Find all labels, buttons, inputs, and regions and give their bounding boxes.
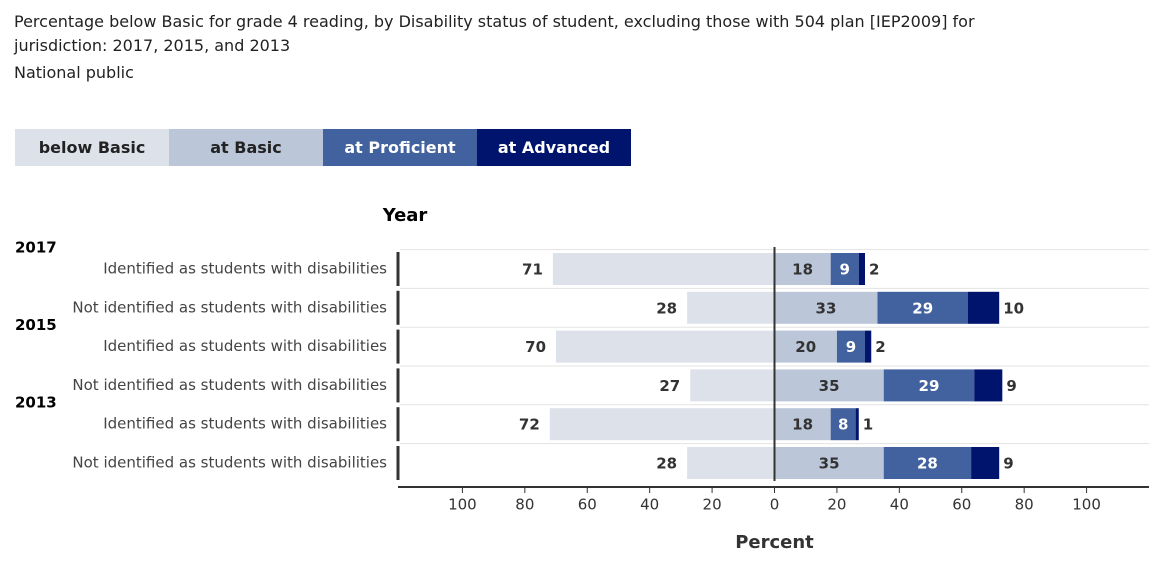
data-label: 18 bbox=[792, 416, 813, 434]
bar bbox=[556, 330, 775, 363]
data-label: 33 bbox=[816, 299, 837, 317]
bar bbox=[877, 291, 968, 324]
bar bbox=[774, 447, 884, 479]
bar bbox=[830, 408, 856, 441]
x-tick-label: 60 bbox=[952, 496, 971, 514]
bar bbox=[858, 253, 866, 285]
row-label: Identified as students with disabilities bbox=[103, 415, 387, 433]
data-label: 35 bbox=[819, 377, 840, 395]
data-label: 2 bbox=[869, 261, 879, 279]
legend-item: at Advanced bbox=[477, 129, 631, 166]
data-label: 71 bbox=[522, 261, 543, 279]
data-label: 8 bbox=[838, 416, 848, 434]
data-label: 72 bbox=[519, 416, 540, 434]
bar bbox=[774, 369, 884, 402]
row-label: Identified as students with disabilities bbox=[103, 337, 387, 355]
bar bbox=[830, 253, 859, 285]
bar bbox=[967, 291, 1000, 324]
data-label: 1 bbox=[863, 416, 873, 434]
bar bbox=[687, 447, 775, 479]
bar bbox=[883, 369, 975, 402]
data-label: 27 bbox=[659, 377, 680, 395]
data-label: 70 bbox=[525, 338, 546, 356]
bar bbox=[855, 408, 859, 441]
data-label: 9 bbox=[840, 261, 850, 279]
data-label: 29 bbox=[912, 299, 933, 317]
data-label: 9 bbox=[1003, 455, 1013, 473]
legend-item: at Basic bbox=[169, 129, 323, 166]
bar bbox=[552, 253, 775, 285]
bar bbox=[774, 408, 831, 441]
data-label: 9 bbox=[846, 338, 856, 356]
legend: below Basic at Basic at Proficient at Advan… bbox=[15, 129, 631, 166]
x-tick-label: 80 bbox=[1015, 496, 1034, 514]
x-tick-label: 100 bbox=[1072, 496, 1101, 514]
row-label: Not identified as students with disabili… bbox=[72, 298, 387, 316]
bar bbox=[774, 291, 878, 324]
x-tick-label: 0 bbox=[770, 496, 780, 514]
data-label: 2 bbox=[875, 338, 885, 356]
group-axis-title: Year bbox=[382, 205, 428, 226]
data-label: 10 bbox=[1003, 299, 1024, 317]
x-tick-label: 20 bbox=[703, 496, 722, 514]
legend-item: below Basic bbox=[15, 129, 169, 166]
bar bbox=[549, 408, 775, 441]
data-label: 20 bbox=[795, 338, 816, 356]
data-label: 35 bbox=[819, 455, 840, 473]
chart-title: Percentage below Basic for grade 4 readi… bbox=[14, 12, 975, 55]
data-label: 9 bbox=[1006, 377, 1016, 395]
bar bbox=[836, 330, 866, 363]
x-tick-label: 40 bbox=[640, 496, 659, 514]
data-label: 28 bbox=[656, 299, 677, 317]
chart-subtitle: National public bbox=[14, 63, 134, 82]
x-tick-label: 40 bbox=[890, 496, 909, 514]
bar bbox=[865, 330, 872, 363]
bar bbox=[883, 447, 972, 479]
bar bbox=[774, 253, 831, 285]
bar bbox=[974, 369, 1003, 402]
x-axis-title: Percent bbox=[735, 532, 814, 553]
x-tick-label: 60 bbox=[578, 496, 597, 514]
bar bbox=[971, 447, 1000, 479]
bar bbox=[687, 291, 775, 324]
x-tick-label: 20 bbox=[827, 496, 846, 514]
bar bbox=[690, 369, 775, 402]
data-label: 28 bbox=[656, 455, 677, 473]
data-label: 18 bbox=[792, 261, 813, 279]
data-label: 29 bbox=[919, 377, 940, 395]
row-label: Not identified as students with disabili… bbox=[72, 454, 387, 472]
x-tick-label: 100 bbox=[448, 496, 477, 514]
row-label: Identified as students with disabilities bbox=[103, 260, 387, 278]
year-label: 2015 bbox=[15, 316, 57, 334]
year-label: 2013 bbox=[15, 394, 57, 412]
row-label: Not identified as students with disabili… bbox=[72, 376, 387, 394]
legend-item: at Proficient bbox=[323, 129, 477, 166]
data-label: 28 bbox=[917, 455, 938, 473]
x-tick-label: 80 bbox=[515, 496, 534, 514]
bar bbox=[774, 330, 837, 363]
year-label: 2017 bbox=[15, 239, 57, 257]
